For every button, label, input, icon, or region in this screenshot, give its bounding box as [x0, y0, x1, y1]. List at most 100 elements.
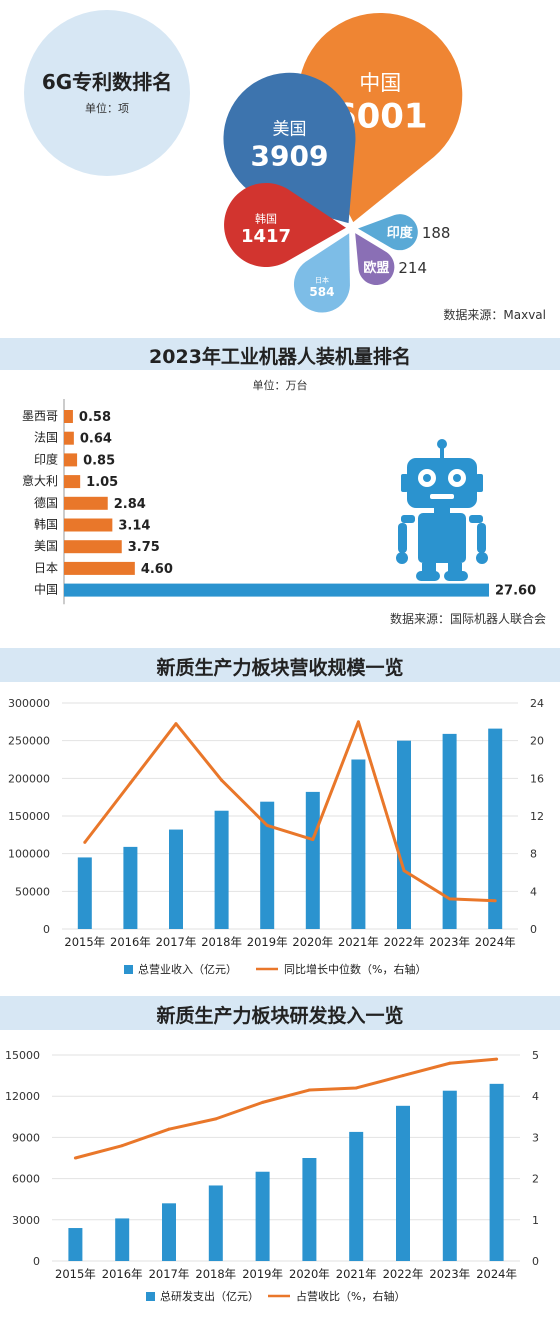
revenue-y-left-tick: 50000: [15, 885, 50, 898]
revenue-y-left-tick: 150000: [8, 810, 50, 823]
revenue-y-right-tick: 12: [530, 810, 544, 823]
revenue-bar: [397, 740, 411, 929]
rd-y-left-tick: 0: [33, 1255, 40, 1268]
petal-country-label: 韩国: [255, 211, 277, 225]
revenue-combo-chart: 0 50000 100000 150000 200000 250000 300000 0 4 8 1…: [8, 697, 544, 976]
petal-country-label: 欧盟: [363, 260, 389, 276]
revenue-x-tick: 2018年: [201, 935, 242, 949]
revenue-line-point: [493, 899, 497, 903]
revenue-x-tick: 2024年: [475, 935, 516, 949]
robot-bar: [64, 496, 108, 510]
revenue-y-right-tick: 16: [530, 772, 544, 785]
robot-bar: [64, 475, 81, 489]
section2-title: 2023年工业机器人装机量排名: [149, 346, 411, 368]
rd-bar: [349, 1131, 364, 1261]
revenue-x-tick: 2017年: [156, 935, 197, 949]
rd-x-tick: 2023年: [429, 1267, 470, 1281]
rd-y-left-tick: 9000: [12, 1131, 40, 1144]
petal-4: [355, 233, 395, 286]
rd-x-tick: 2021年: [336, 1267, 377, 1281]
rd-bar: [115, 1218, 130, 1261]
petal-3: [293, 233, 350, 313]
rd-bar: [302, 1158, 317, 1261]
petal-country-label: 日本: [315, 276, 329, 285]
revenue-legend-line-label: 同比增长中位数（%，右轴）: [284, 962, 426, 976]
rd-line-series: [75, 1057, 497, 1160]
revenue-x-tick: 2021年: [338, 935, 379, 949]
robot-icon: [396, 439, 488, 581]
rd-bar: [442, 1090, 457, 1261]
revenue-y-right-tick: 20: [530, 735, 544, 748]
rd-x-tick: 2018年: [195, 1267, 236, 1281]
rd-y-right-tick: 3: [532, 1131, 539, 1144]
rd-line-point: [448, 1061, 452, 1065]
revenue-line-point: [265, 823, 269, 827]
revenue-bar: [77, 857, 92, 929]
revenue-line-point: [402, 869, 406, 873]
revenue-y-right-tick: 8: [530, 848, 537, 861]
revenue-y-left-tick: 300000: [8, 697, 50, 710]
revenue-y-left-tick: 250000: [8, 735, 50, 748]
rd-line-point: [495, 1057, 499, 1061]
petal-value-label: 584: [309, 285, 334, 299]
rd-x-tick: 2022年: [383, 1267, 424, 1281]
revenue-x-tick: 2020年: [292, 935, 333, 949]
robot-bar-value: 2.84: [114, 497, 146, 512]
revenue-bar: [169, 829, 183, 929]
section2-source: 数据来源：国际机器人联合会: [389, 612, 546, 626]
rd-line-point: [401, 1074, 405, 1078]
rd-bar: [255, 1171, 270, 1261]
section3-title: 新质生产力板块营收规模一览: [156, 657, 404, 679]
petal-2: [224, 182, 347, 267]
revenue-bar: [123, 846, 138, 929]
robot-bar: [64, 431, 74, 445]
section-6g-patents: 6G专利数排名 单位：项 中国 6001 美国 3909 韩国 1417 日本 584 欧盟 21…: [0, 0, 560, 330]
revenue-line-point: [128, 781, 132, 785]
robot-bar-category: 印度: [34, 451, 58, 466]
revenue-x-tick: 2016年: [110, 935, 151, 949]
rd-y-left-tick: 6000: [12, 1173, 40, 1186]
section4-header-bar: [0, 996, 560, 1030]
revenue-legend-bar-label: 总营业收入（亿元）: [138, 962, 237, 976]
title-circle: [24, 10, 190, 176]
robot-bar-value: 3.75: [128, 540, 160, 555]
robot-bar: [64, 410, 73, 423]
revenue-line-series: [83, 720, 496, 903]
revenue-bar: [214, 810, 229, 929]
robot-bar-category: 法国: [34, 431, 58, 445]
revenue-legend-bar-swatch: [124, 965, 133, 974]
section3-header-bar: [0, 648, 560, 682]
revenue-x-tick: 2022年: [384, 935, 425, 949]
rd-x-tick: 2017年: [149, 1267, 190, 1281]
revenue-y-right-tick: 24: [530, 697, 544, 710]
section1-unit: 单位：项: [85, 102, 129, 115]
revenue-bar: [305, 791, 320, 929]
rd-line-point: [167, 1127, 171, 1131]
rd-bar: [208, 1185, 223, 1261]
rd-x-tick: 2019年: [242, 1267, 283, 1281]
revenue-line-point: [448, 897, 452, 901]
robot-bar-value: 27.60: [495, 584, 536, 599]
revenue-line-point: [174, 722, 178, 726]
rd-x-tick: 2024年: [476, 1267, 517, 1281]
robot-bar-value: 0.58: [79, 410, 111, 425]
revenue-line-point: [83, 840, 87, 844]
rd-y-right-tick: 2: [532, 1173, 539, 1186]
rd-bar: [489, 1083, 504, 1261]
robot-bar: [64, 540, 122, 554]
revenue-y-right-tick: 0: [530, 923, 537, 936]
rd-y-right-tick: 1: [532, 1214, 539, 1227]
revenue-line-point: [220, 778, 224, 782]
rd-bar: [162, 1203, 176, 1261]
rd-line-point: [214, 1117, 218, 1121]
petal-country-label: 印度: [387, 225, 414, 241]
section2-unit: 单位：万台: [252, 379, 308, 392]
rd-line-point: [120, 1144, 124, 1148]
rd-y-left-tick: 15000: [5, 1049, 40, 1062]
section1-title: 6G专利数排名: [41, 70, 173, 94]
revenue-y-left-tick: 200000: [8, 772, 50, 785]
rd-legend-bar-swatch: [146, 1292, 155, 1301]
robot-bar-category: 中国: [34, 582, 58, 597]
revenue-x-tick: 2023年: [429, 935, 470, 949]
revenue-bar: [442, 733, 457, 929]
